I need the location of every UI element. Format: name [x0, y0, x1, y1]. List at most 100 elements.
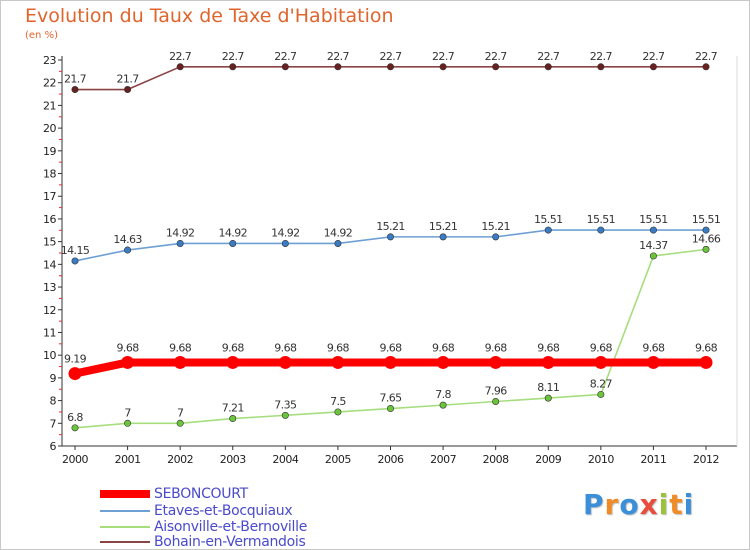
data-point — [386, 405, 394, 413]
data-label: 22.7 — [590, 50, 613, 63]
data-label: 22.7 — [274, 50, 297, 63]
data-label: 14.37 — [639, 239, 668, 252]
x-tick-label: 2006 — [378, 453, 404, 466]
data-label: 7.35 — [274, 398, 297, 411]
data-label: 7 — [177, 406, 184, 419]
x-tick-label: 2011 — [640, 453, 666, 466]
data-label: 22.7 — [537, 50, 560, 63]
data-point — [173, 355, 187, 369]
data-point — [492, 397, 500, 405]
data-label: 22.7 — [379, 50, 402, 63]
data-label: 14.92 — [219, 226, 248, 239]
legend-swatch — [100, 490, 150, 498]
x-tick-label: 2002 — [167, 453, 193, 466]
data-label: 7 — [124, 406, 131, 419]
data-point — [699, 355, 713, 369]
data-point — [489, 355, 503, 369]
data-label: 9.68 — [537, 341, 560, 354]
data-label: 8.11 — [537, 381, 559, 394]
data-label: 7.8 — [435, 388, 451, 401]
legend-item: Bohain-en-Vermandois — [100, 534, 306, 550]
data-label: 9.68 — [590, 341, 613, 354]
data-label: 22.7 — [222, 50, 245, 63]
data-label: 7.21 — [222, 402, 244, 415]
data-point — [597, 390, 605, 398]
legend-label: Etaves-et-Bocquiaux — [154, 503, 293, 519]
legend-item: Aisonville-et-Bernoville — [100, 519, 307, 535]
data-point — [229, 239, 237, 247]
data-label: 9.68 — [274, 341, 297, 354]
y-tick-label: 8 — [50, 395, 57, 408]
x-tick-label: 2001 — [115, 453, 141, 466]
data-point — [646, 355, 660, 369]
legend-item: SEBONCOURT — [100, 486, 248, 502]
data-label: 7.65 — [379, 392, 402, 405]
data-point — [281, 63, 289, 71]
data-point — [124, 86, 132, 94]
data-point — [597, 63, 605, 71]
data-point — [439, 63, 447, 71]
x-tick-label: 2012 — [693, 453, 719, 466]
data-point — [384, 355, 397, 369]
data-label: 14.92 — [324, 226, 353, 239]
y-tick-label: 15 — [43, 236, 56, 249]
data-point — [176, 63, 184, 71]
y-tick-label: 14 — [43, 258, 56, 271]
y-tick-label: 19 — [43, 145, 56, 158]
data-label: 9.68 — [169, 341, 192, 354]
logo-letter: r — [604, 488, 620, 521]
data-label: 14.92 — [271, 226, 300, 239]
data-label: 21.7 — [117, 73, 140, 86]
legend-label: Aisonville-et-Bernoville — [154, 519, 308, 535]
y-tick-label: 6 — [50, 440, 57, 453]
data-point — [544, 226, 552, 234]
y-tick-label: 9 — [50, 372, 57, 385]
data-label: 9.68 — [695, 341, 718, 354]
data-point — [492, 63, 500, 71]
x-tick-label: 2008 — [483, 453, 509, 466]
data-label: 15.21 — [481, 220, 510, 233]
data-point — [229, 415, 237, 423]
y-tick-label: 12 — [43, 304, 56, 317]
logo-letter: i — [658, 488, 670, 521]
data-label: 14.92 — [166, 226, 195, 239]
data-point — [334, 408, 342, 416]
data-point — [386, 233, 394, 241]
data-label: 9.68 — [379, 341, 402, 354]
data-point — [702, 245, 710, 253]
data-point — [702, 226, 710, 234]
data-label: 15.51 — [692, 213, 721, 226]
data-point — [124, 246, 132, 254]
y-tick-label: 21 — [43, 99, 56, 112]
data-point — [702, 63, 710, 71]
data-label: 15.51 — [639, 213, 668, 226]
legend-swatch — [100, 526, 150, 528]
data-label: 8.27 — [590, 377, 613, 390]
data-label: 6.8 — [67, 411, 83, 424]
logo-letter: o — [619, 488, 640, 521]
logo-letter: i — [683, 488, 695, 521]
data-point — [649, 252, 657, 260]
series-aisonville-et-bernoville: 6.8 7 7 7.21 7.35 7.5 7.65 7.8 7.96 8.11 8.27 14.37… — [67, 232, 721, 432]
x-tick-label: 2000 — [62, 453, 88, 466]
y-tick-label: 17 — [43, 190, 56, 203]
logo-letter: P — [583, 488, 605, 521]
data-point — [229, 63, 237, 71]
data-point — [541, 355, 555, 369]
data-point — [544, 63, 552, 71]
data-point — [176, 239, 184, 247]
y-tick-label: 7 — [50, 417, 57, 430]
data-point — [278, 355, 292, 369]
data-point — [649, 63, 657, 71]
data-label: 22.7 — [642, 50, 665, 63]
legend-label: SEBONCOURT — [154, 486, 248, 502]
data-label: 9.68 — [117, 341, 140, 354]
x-tick-label: 2010 — [588, 453, 614, 466]
data-label: 7.96 — [485, 384, 508, 397]
data-label: 14.15 — [61, 244, 90, 257]
data-point — [436, 355, 450, 369]
data-label: 15.51 — [534, 213, 563, 226]
data-label: 9.68 — [485, 341, 508, 354]
logo-letter: t — [669, 488, 684, 521]
